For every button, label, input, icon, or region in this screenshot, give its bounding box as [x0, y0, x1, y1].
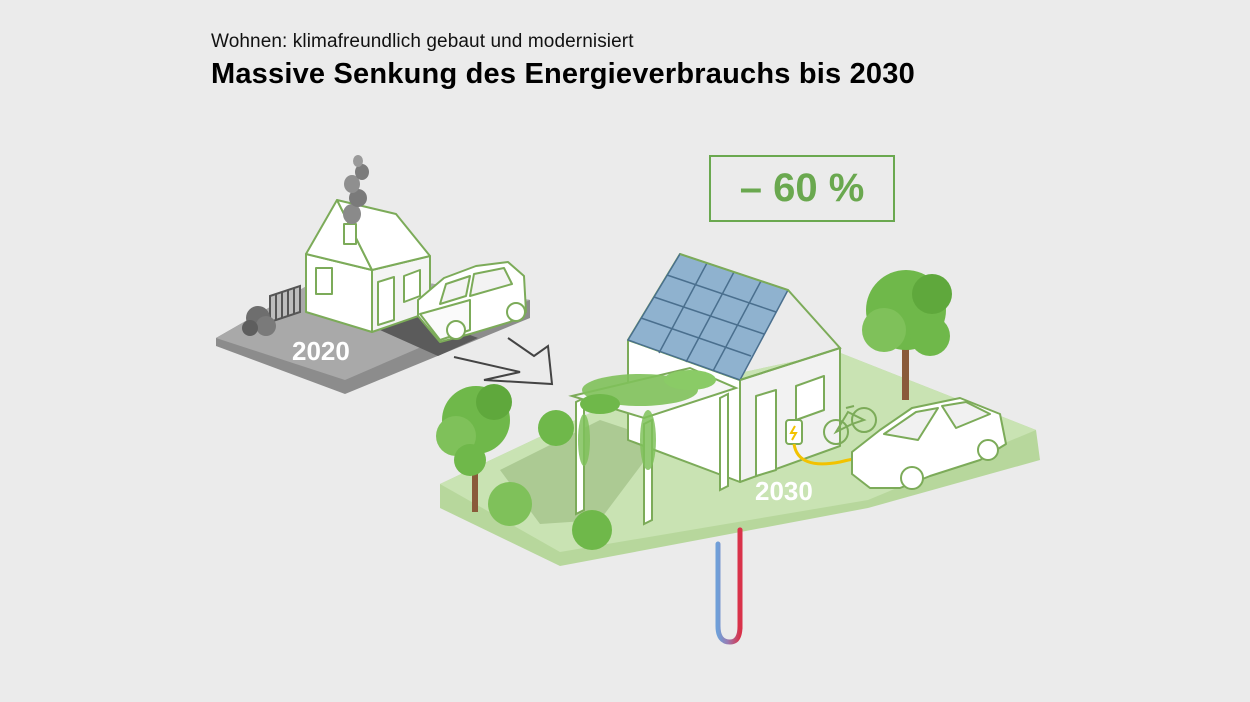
- bush-grey-icon: [242, 306, 276, 336]
- arrow-icon: [453, 337, 554, 386]
- year-label-2020: 2020: [292, 336, 350, 366]
- scene-2020: [216, 155, 530, 394]
- solar-panel-icon: [626, 253, 790, 381]
- geothermal-pipe-icon: [715, 527, 743, 645]
- scene-2030: [436, 253, 1040, 645]
- subtitle: Wohnen: klimafreundlich gebaut und moder…: [211, 31, 634, 52]
- climbing-plant-icon: [578, 370, 716, 470]
- smoke-icon: [343, 155, 369, 224]
- house-2020-icon: [305, 199, 431, 333]
- fence-icon: [269, 284, 301, 324]
- bicycle-icon: [823, 405, 877, 445]
- year-label-2030: 2030: [755, 476, 813, 506]
- reduction-badge: – 60 %: [709, 155, 895, 222]
- tree-icon: [862, 270, 952, 400]
- tree-icon: [436, 384, 512, 512]
- car-icon: [417, 261, 527, 343]
- electric-car-icon: [851, 397, 1007, 490]
- wallbox-icon: [785, 419, 803, 445]
- bush-icon: [488, 410, 612, 550]
- page-title: Massive Senkung des Energieverbrauchs bi…: [211, 58, 915, 90]
